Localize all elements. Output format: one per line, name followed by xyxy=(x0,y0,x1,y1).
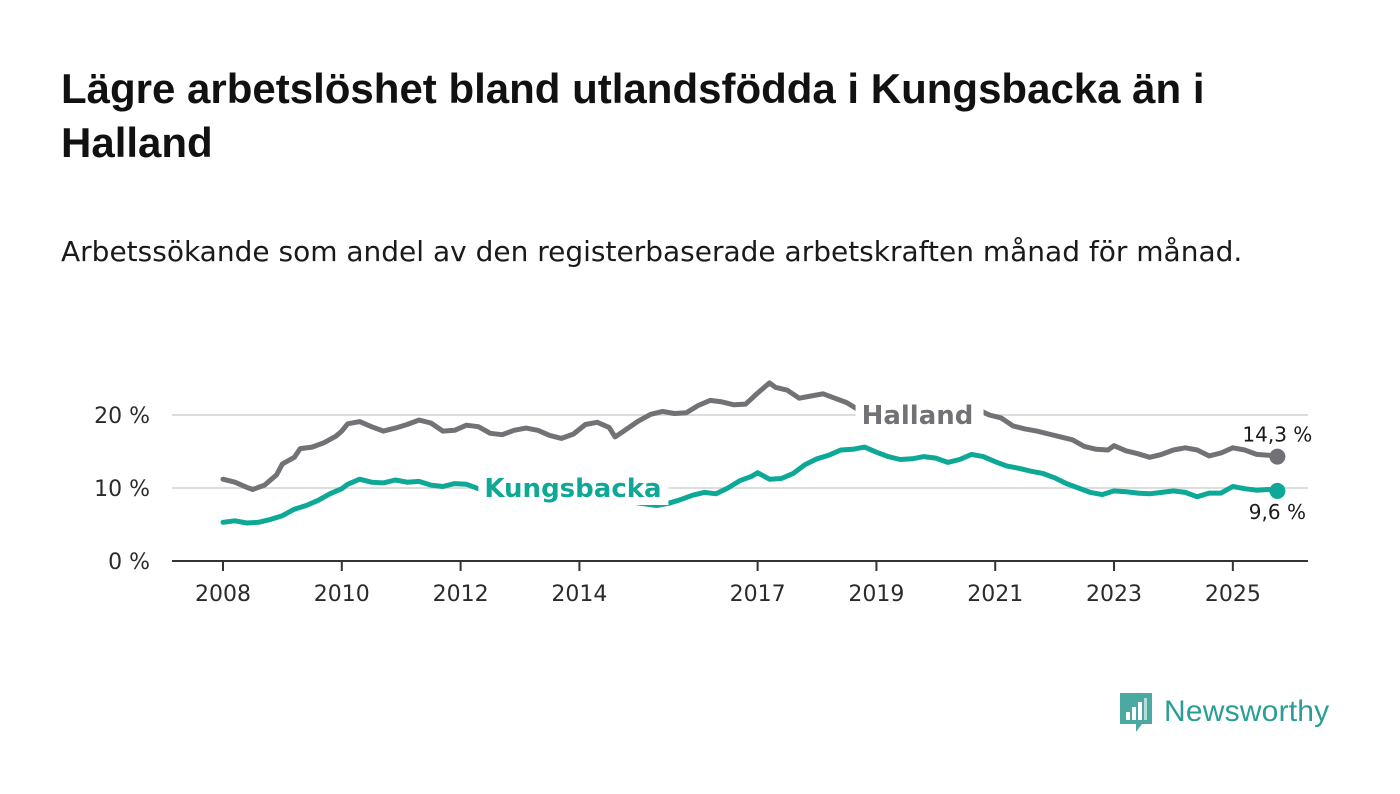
kungsbacka-end-value: 9,6 % xyxy=(1249,500,1306,524)
y-tick-label: 20 % xyxy=(94,404,150,429)
y-axis-ticks: 0 % 10 % 20 % xyxy=(94,404,150,575)
line-chart: 0 % 10 % 20 % 2008 2010 2012 2014 2017 2019 2021… xyxy=(94,380,1312,607)
halland-line xyxy=(220,380,1280,492)
chart-subtitle: Arbetssökande som andel av den registerb… xyxy=(61,235,1243,268)
halland-end-value: 14,3 % xyxy=(1242,423,1312,447)
brand-name: Newsworthy xyxy=(1164,695,1330,728)
x-tick-label: 2010 xyxy=(314,582,370,607)
x-tick-label: 2021 xyxy=(967,582,1023,607)
x-tick-label: 2023 xyxy=(1086,582,1142,607)
brand-logo: Newsworthy xyxy=(1118,690,1329,734)
y-tick-label: 10 % xyxy=(94,477,150,502)
gridlines xyxy=(172,414,1308,489)
y-tick-label: 0 % xyxy=(108,550,150,575)
kungsbacka-label-background xyxy=(478,471,669,505)
x-tick-label: 2019 xyxy=(848,582,904,607)
kungsbacka-series-label: Kungsbacka xyxy=(484,474,661,504)
x-tick-label: 2012 xyxy=(433,582,489,607)
newsworthy-logo-icon xyxy=(1120,693,1152,732)
x-tick-label: 2025 xyxy=(1205,582,1261,607)
series-labels: Halland Kungsbacka 14,3 % 9,6 % xyxy=(478,398,1312,524)
x-tick-label: 2008 xyxy=(195,582,251,607)
halland-end-point xyxy=(1269,448,1286,465)
chart-title: Lägre arbetslöshet bland utlandsfödda i … xyxy=(61,65,1205,166)
series xyxy=(220,380,1280,526)
kungsbacka-line xyxy=(220,444,1280,526)
kungsbacka-end-point xyxy=(1269,482,1286,499)
halland-label-background xyxy=(855,398,984,432)
x-tick-label: 2014 xyxy=(551,582,607,607)
halland-series-label: Halland xyxy=(862,401,974,431)
x-tick-label: 2017 xyxy=(730,582,786,607)
x-axis-ticks: 2008 2010 2012 2014 2017 2019 2021 2023 2025 xyxy=(195,561,1261,607)
